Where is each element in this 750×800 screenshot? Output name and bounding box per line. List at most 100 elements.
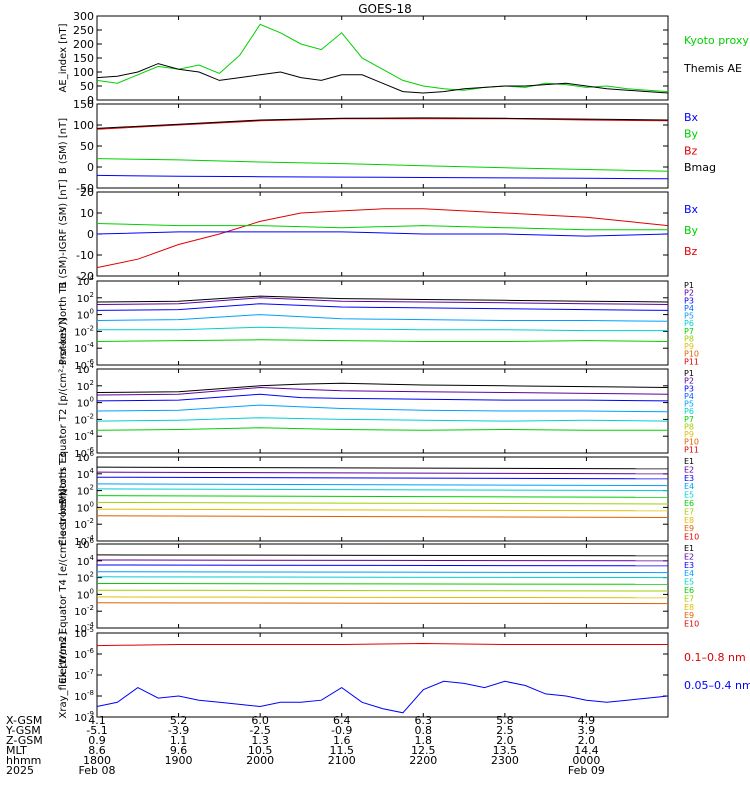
series-line xyxy=(96,23,669,93)
y-tick-exponent: 0 xyxy=(90,308,94,316)
y-tick-label: 104 xyxy=(77,274,95,288)
x-row-value: 2.0 xyxy=(496,734,514,747)
y-tick-exponent: 2 xyxy=(90,379,94,387)
series-line xyxy=(96,576,669,579)
x-row-value: 11.5 xyxy=(329,744,354,757)
legend-entry: Themis AE xyxy=(683,62,742,75)
legend-entry: E2 xyxy=(684,552,694,561)
series-line xyxy=(96,495,669,498)
x-row-label: Z-GSM xyxy=(6,734,43,747)
y-tick-exponent: 2 xyxy=(90,571,94,579)
x-row-label: MLT xyxy=(6,744,27,757)
legend-entry: P1 xyxy=(684,369,694,378)
x-row-value: -5.1 xyxy=(86,724,107,737)
x-row-value: 3.9 xyxy=(578,724,596,737)
x-row-label: X-GSM xyxy=(6,714,42,727)
y-tick-label: 200 xyxy=(73,38,94,51)
y-tick-label: 102 xyxy=(77,379,94,393)
y-tick-label: 100 xyxy=(73,119,94,132)
series-line xyxy=(96,208,669,269)
y-tick-label: 100 xyxy=(77,308,94,322)
series-line xyxy=(96,564,669,567)
y-axis-label: Xray_flux [W/m2] xyxy=(58,631,69,718)
x-row-label: hhmm xyxy=(6,754,41,767)
x-row-value: 12.5 xyxy=(411,744,436,757)
y-tick-label: 0 xyxy=(87,94,94,107)
y-axis-label: Protons North T1 xyxy=(58,281,69,365)
series-line xyxy=(96,589,669,592)
legend-entry: E7 xyxy=(684,507,694,516)
x-row-value: 1800 xyxy=(83,754,111,767)
legend-entry: E3 xyxy=(684,561,694,570)
x-row-value: 0.9 xyxy=(88,734,106,747)
legend-entry: P3 xyxy=(684,296,694,305)
y-tick-label: -10 xyxy=(76,249,94,262)
series-line xyxy=(96,559,669,562)
y-tick-label: 104 xyxy=(77,467,95,481)
x-row-value: 4.9 xyxy=(578,714,596,727)
x-row-value: 9.6 xyxy=(170,744,188,757)
legend-entry: E1 xyxy=(684,544,694,553)
legend-entry: Bz xyxy=(684,245,698,258)
legend-entry: P4 xyxy=(684,392,694,401)
legend-entry: By xyxy=(684,128,699,141)
x-row-value: 1.8 xyxy=(415,734,433,747)
date-start: Feb 08 xyxy=(79,764,116,777)
y-tick-label: 100 xyxy=(77,396,94,410)
series-line xyxy=(96,223,668,231)
date-end: Feb 09 xyxy=(568,764,605,777)
y-axis-label: Electrons Equator T4 [e/(cm²-s-sr-keV)] xyxy=(58,488,69,683)
y-tick-label: 150 xyxy=(73,52,94,65)
legend-entry: E8 xyxy=(684,603,694,612)
x-row-value: 2.0 xyxy=(578,734,596,747)
y-tick-label: 0 xyxy=(87,161,94,174)
series-line xyxy=(96,596,669,599)
x-row-value: 5.2 xyxy=(170,714,188,727)
x-row-value: 6.4 xyxy=(333,714,351,727)
y-tick-label: 100 xyxy=(77,587,94,601)
legend-entry: E2 xyxy=(684,465,694,474)
year-label: 2025 xyxy=(6,764,34,777)
x-row-value: -0.9 xyxy=(331,724,352,737)
series-line xyxy=(97,326,668,332)
y-tick-label: 10-2 xyxy=(74,604,94,618)
y-tick-label: 10-8 xyxy=(74,689,94,703)
legend-entry: Bz xyxy=(684,144,698,157)
legend-entry: E9 xyxy=(684,611,694,620)
panel-frame xyxy=(96,456,669,542)
y-tick-label: 10-2 xyxy=(74,517,94,531)
legend-entry: P2 xyxy=(684,377,694,386)
x-row-value: -2.5 xyxy=(249,724,270,737)
y-tick-label: 250 xyxy=(73,24,94,37)
series-line xyxy=(96,174,669,180)
series-line xyxy=(96,583,669,585)
y-tick-exponent: -4 xyxy=(87,429,95,437)
series-line xyxy=(96,404,669,413)
legend-entry: E1 xyxy=(684,457,694,466)
legend-entry: 0.1–0.8 nm xyxy=(684,651,746,664)
legend-entry: E10 xyxy=(684,533,699,542)
y-tick-label: -20 xyxy=(76,270,94,283)
y-tick-exponent: 4 xyxy=(90,362,95,370)
y-tick-exponent: 6 xyxy=(90,450,95,458)
series-line xyxy=(96,339,669,342)
y-tick-label: 10-4 xyxy=(74,429,94,443)
legend-entry: P7 xyxy=(684,327,694,336)
legend-entry: E8 xyxy=(684,516,694,525)
legend-entry: P6 xyxy=(684,407,694,416)
x-row-value: 5.8 xyxy=(496,714,514,727)
y-tick-label: 10-2 xyxy=(74,412,94,426)
legend-entry: E6 xyxy=(684,586,694,595)
y-tick-exponent: 2 xyxy=(90,291,94,299)
legend-entry: P10 xyxy=(684,350,699,359)
legend-entry: P6 xyxy=(684,319,694,328)
legend-entry: E3 xyxy=(684,474,694,483)
series-line xyxy=(96,303,669,311)
series-line xyxy=(96,118,669,130)
y-tick-exponent: -8 xyxy=(87,689,94,697)
y-tick-exponent: -5 xyxy=(87,626,94,634)
y-tick-label: 300 xyxy=(73,10,94,23)
y-tick-label: 102 xyxy=(77,484,94,498)
series-line xyxy=(96,515,669,518)
legend-entry: E5 xyxy=(684,578,694,587)
